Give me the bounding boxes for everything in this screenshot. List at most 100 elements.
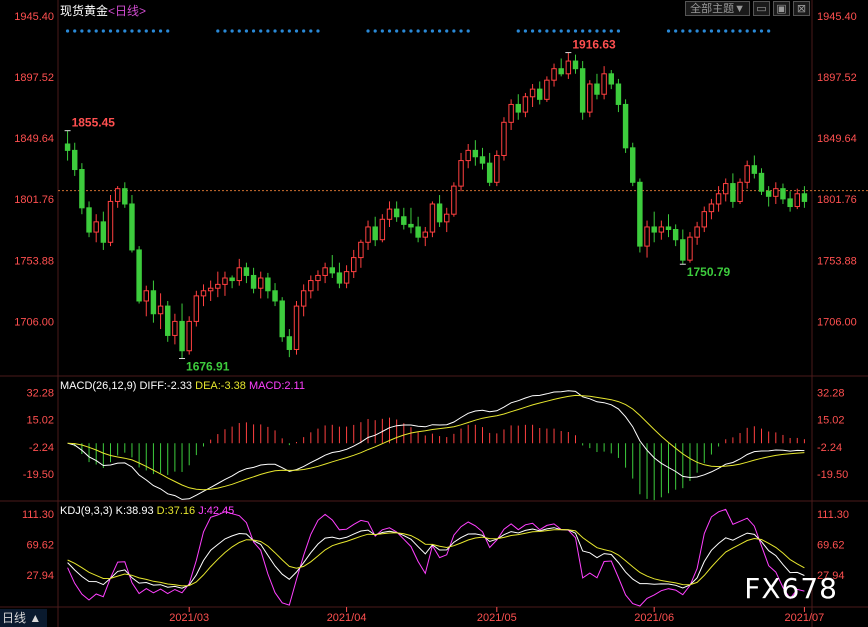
candle-body bbox=[336, 272, 343, 284]
event-dot bbox=[437, 29, 442, 33]
candle-body bbox=[122, 188, 128, 205]
event-dot bbox=[695, 29, 699, 33]
candle-body bbox=[393, 208, 400, 218]
event-dot bbox=[573, 29, 578, 33]
event-dot bbox=[588, 29, 592, 33]
event-dot bbox=[366, 29, 370, 33]
candle-body bbox=[250, 274, 257, 289]
macd-tick-left: 32.28 bbox=[26, 387, 54, 399]
period-tab[interactable]: 日线 ▲ bbox=[0, 609, 48, 627]
candle-body bbox=[601, 73, 607, 95]
candle-body bbox=[665, 226, 672, 231]
event-dot bbox=[452, 29, 456, 33]
macd-tick-right: 15.02 bbox=[817, 415, 845, 427]
event-dot bbox=[767, 29, 771, 33]
event-dot bbox=[666, 29, 671, 33]
theme-dropdown[interactable]: 全部主题▼ bbox=[685, 1, 750, 16]
candle-body bbox=[386, 208, 393, 220]
candle-body bbox=[501, 121, 507, 156]
event-dot bbox=[552, 29, 556, 33]
candle-body bbox=[408, 223, 414, 228]
price-tick-left: 1945.40 bbox=[14, 11, 54, 23]
candle-body bbox=[329, 267, 335, 274]
candle-body bbox=[72, 149, 78, 171]
event-dot bbox=[266, 29, 270, 33]
candle-body bbox=[236, 267, 242, 282]
event-dot bbox=[466, 29, 470, 33]
price-tick-left: 1897.52 bbox=[14, 72, 54, 84]
price-annotation: 1916.63 bbox=[572, 38, 616, 52]
instrument-name: 现货黄金 bbox=[60, 4, 109, 18]
kdj-tick-right: 111.30 bbox=[817, 509, 849, 521]
event-dot bbox=[151, 29, 156, 33]
candle-body bbox=[630, 147, 636, 183]
candle-body bbox=[608, 73, 614, 85]
macd-tick-right: -19.50 bbox=[817, 469, 848, 481]
event-dot bbox=[745, 29, 749, 33]
candle-body bbox=[458, 160, 464, 187]
candle-body bbox=[93, 221, 99, 233]
candle-body bbox=[286, 336, 293, 350]
event-dot bbox=[738, 29, 742, 33]
price-annotation: 1855.45 bbox=[72, 116, 116, 130]
candle-body bbox=[737, 181, 743, 202]
candle-body bbox=[558, 68, 564, 75]
event-dot bbox=[273, 29, 277, 33]
event-dot bbox=[259, 29, 263, 33]
macd-tick-left: 15.02 bbox=[26, 415, 54, 427]
event-dot bbox=[316, 29, 320, 33]
date-tick: 2021/04 bbox=[327, 612, 367, 624]
candle-body bbox=[265, 277, 271, 292]
close-icon[interactable]: ⊠ bbox=[793, 1, 810, 16]
candle-body bbox=[157, 305, 164, 315]
event-dot bbox=[65, 29, 70, 33]
candle-body bbox=[86, 207, 92, 233]
event-dot bbox=[759, 29, 764, 33]
event-dot bbox=[223, 29, 227, 33]
kdj-tick-right: 27.94 bbox=[817, 570, 845, 582]
candle-body bbox=[522, 96, 529, 113]
candle-body bbox=[801, 193, 808, 202]
candle-body bbox=[508, 103, 514, 123]
event-dot bbox=[430, 29, 435, 33]
candle-body bbox=[315, 274, 321, 282]
candle-body bbox=[64, 143, 71, 151]
minimize-icon[interactable]: ▭ bbox=[753, 1, 770, 16]
candle-body bbox=[780, 188, 786, 200]
maximize-icon[interactable]: ▣ bbox=[773, 1, 790, 16]
toolbar: 全部主题▼ ▭ ▣ ⊠ bbox=[685, 1, 810, 16]
candle-body bbox=[622, 103, 629, 149]
candle-body bbox=[486, 162, 493, 183]
event-dot bbox=[566, 29, 570, 33]
event-dot bbox=[423, 29, 427, 33]
price-tick-right: 1706.00 bbox=[817, 316, 857, 328]
candle-body bbox=[372, 226, 378, 241]
candle-body bbox=[193, 295, 200, 322]
event-dot bbox=[581, 29, 585, 33]
event-dot bbox=[158, 29, 163, 33]
candle-body bbox=[515, 103, 521, 113]
event-dot bbox=[724, 29, 728, 33]
candle-body bbox=[429, 203, 436, 233]
candle-body bbox=[422, 231, 428, 238]
event-dot bbox=[280, 29, 284, 33]
event-dot bbox=[402, 29, 406, 33]
candle-body bbox=[179, 320, 185, 352]
event-dot bbox=[681, 29, 685, 33]
kdj-tick-left: 111.30 bbox=[22, 509, 54, 521]
candle-body bbox=[186, 320, 192, 352]
event-dot bbox=[602, 29, 606, 33]
candle-body bbox=[529, 88, 536, 98]
macd-tick-right: -2.24 bbox=[817, 442, 842, 454]
event-dot bbox=[130, 29, 134, 33]
event-dot bbox=[80, 29, 84, 33]
candle-body bbox=[229, 277, 235, 282]
candle-body bbox=[701, 211, 707, 228]
candle-body bbox=[172, 320, 178, 336]
macd-diff-value: DIFF:-2.33 bbox=[139, 380, 193, 392]
candle-body bbox=[715, 193, 722, 205]
kdj-j-value: J:42.45 bbox=[198, 505, 235, 517]
event-dot bbox=[674, 29, 678, 33]
price-tick-left: 1849.64 bbox=[14, 133, 54, 145]
